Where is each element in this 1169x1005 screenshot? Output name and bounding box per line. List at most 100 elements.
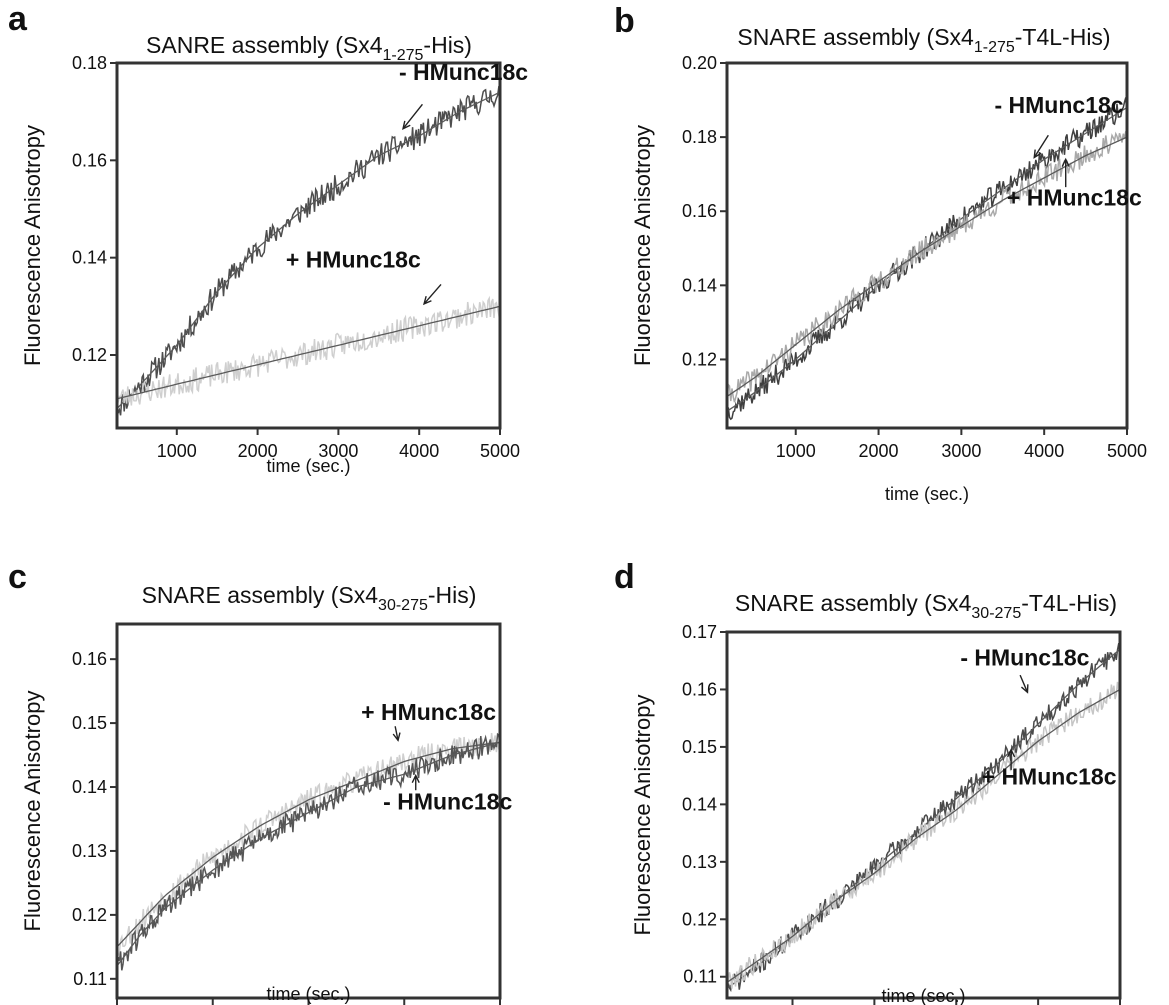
- chart-title: SNARE assembly (Sx430-275-His): [142, 582, 477, 614]
- chart-title: SNARE assembly (Sx41-275-T4L-His): [737, 24, 1110, 56]
- title-suffix: -His): [428, 582, 477, 608]
- annotation-arrow: [423, 283, 442, 305]
- y-tick-label: 0.18: [682, 127, 717, 147]
- series-fit-1: [727, 688, 1120, 984]
- plot-area: [117, 85, 500, 416]
- y-tick-label: 0.15: [72, 713, 107, 733]
- plot-frame: [725, 61, 1129, 430]
- panel-letter: c: [8, 558, 27, 596]
- annotation-label: + HMunc18c: [361, 699, 496, 725]
- annotation-arrowhead: [1033, 149, 1042, 159]
- annotation-label: + HMunc18c: [286, 246, 421, 272]
- series-trace-1: [727, 681, 1120, 989]
- series-fit-0: [117, 91, 500, 409]
- chart-title: SANRE assembly (Sx41-275-His): [146, 32, 472, 64]
- y-tick-label: 0.13: [72, 841, 107, 861]
- x-axis-label: time (sec.): [885, 484, 969, 504]
- y-axis-label: Fluorescence Anisotropy: [20, 691, 45, 932]
- panel-letter: b: [614, 2, 635, 40]
- annotation-arrow: [1019, 674, 1029, 693]
- y-tick-label: 0.13: [682, 852, 717, 872]
- series-trace-0: [117, 85, 500, 416]
- y-tick-label: 0.16: [682, 679, 717, 699]
- y-tick-label: 0.12: [72, 905, 107, 925]
- annotation-arrowhead: [1061, 157, 1070, 167]
- chart-panel-b: b SNARE assembly (Sx41-275-T4L-His) 1000 20…: [614, 2, 1147, 504]
- y-tick-label: 0.16: [682, 201, 717, 221]
- y-axis-label: Fluorescence Anisotropy: [20, 125, 45, 366]
- x-axis-label: time (sec.): [881, 986, 965, 1005]
- series-fit-1: [117, 741, 500, 967]
- plot-frame: [115, 61, 502, 430]
- annotation-label: - HMunc18c: [994, 92, 1123, 118]
- series-fit-0: [117, 741, 500, 948]
- annotation-arrowhead: [392, 732, 401, 742]
- series-fit-1: [117, 305, 500, 400]
- plot-area: [727, 97, 1127, 421]
- y-tick-label: 0.18: [72, 53, 107, 73]
- y-tick-label: 0.16: [72, 150, 107, 170]
- title-subscript: 1-275: [383, 47, 424, 64]
- annotation-label: + HMunc18c: [1007, 185, 1142, 211]
- y-tick-label: 0.15: [682, 737, 717, 757]
- series-trace-0: [727, 643, 1120, 994]
- plot-area: [727, 643, 1120, 994]
- y-tick-label: 0.14: [72, 248, 107, 268]
- annotation-label: + HMunc18c: [982, 763, 1117, 789]
- annotation-arrow: [394, 726, 399, 741]
- series-trace-1: [117, 295, 500, 406]
- x-tick-label: 1000: [157, 441, 197, 461]
- title-suffix: -His): [423, 32, 472, 58]
- plot-area: [117, 732, 500, 972]
- annotation-label: - HMunc18c: [399, 59, 528, 85]
- annotation-arrowhead: [1020, 684, 1029, 694]
- panel-letter: d: [614, 558, 635, 596]
- series-fit-1: [727, 136, 1127, 398]
- y-tick-label: 0.12: [72, 345, 107, 365]
- x-tick-label: 4000: [1024, 441, 1064, 461]
- annotation-arrowhead: [402, 120, 411, 130]
- x-tick-label: 2000: [859, 441, 899, 461]
- chart-panel-a: a SANRE assembly (Sx41-275-His) 1000 2000 30…: [8, 0, 528, 476]
- title-prefix: SNARE assembly (Sx4: [735, 590, 972, 616]
- x-tick-label: 3000: [318, 441, 358, 461]
- y-tick-label: 0.11: [73, 969, 107, 989]
- annotation-label: - HMunc18c: [960, 644, 1089, 670]
- annotation-label: - HMunc18c: [383, 788, 512, 814]
- series-trace-1: [117, 732, 500, 972]
- y-axis-label: Fluorescence Anisotropy: [630, 125, 655, 366]
- annotation-arrowhead: [1006, 748, 1016, 758]
- x-tick-label: 2000: [238, 441, 278, 461]
- annotation-arrow: [1033, 134, 1049, 158]
- x-tick-label: 4000: [399, 441, 439, 461]
- panel-letter: a: [8, 0, 28, 38]
- annotation-arrow: [402, 103, 423, 130]
- y-tick-label: 0.20: [682, 53, 717, 73]
- x-tick-label: 5000: [480, 441, 520, 461]
- y-tick-label: 0.12: [682, 349, 717, 369]
- chart-title: SNARE assembly (Sx430-275-T4L-His): [735, 590, 1117, 622]
- y-tick-label: 0.14: [72, 777, 107, 797]
- title-prefix: SNARE assembly (Sx4: [142, 582, 379, 608]
- title-prefix: SNARE assembly (Sx4: [737, 24, 974, 50]
- title-prefix: SANRE assembly (Sx4: [146, 32, 383, 58]
- y-tick-label: 0.16: [72, 649, 107, 669]
- y-tick-label: 0.14: [682, 794, 717, 814]
- x-axis-label: time (sec.): [266, 984, 350, 1004]
- x-tick-label: 1000: [776, 441, 816, 461]
- title-subscript: 1-275: [974, 39, 1015, 56]
- y-tick-label: 0.12: [682, 909, 717, 929]
- series-fit-0: [727, 106, 1127, 412]
- y-axis-label: Fluorescence Anisotropy: [630, 695, 655, 936]
- x-tick-label: 5000: [1107, 441, 1147, 461]
- title-suffix: -T4L-His): [1015, 24, 1111, 50]
- y-tick-label: 0.11: [683, 967, 717, 987]
- title-subscript: 30-275: [971, 605, 1021, 622]
- plot-frame: [725, 630, 1122, 1000]
- x-axis-label: time (sec.): [266, 456, 350, 476]
- series-trace-1: [727, 130, 1127, 403]
- series-trace-0: [117, 733, 500, 957]
- y-tick-label: 0.14: [682, 275, 717, 295]
